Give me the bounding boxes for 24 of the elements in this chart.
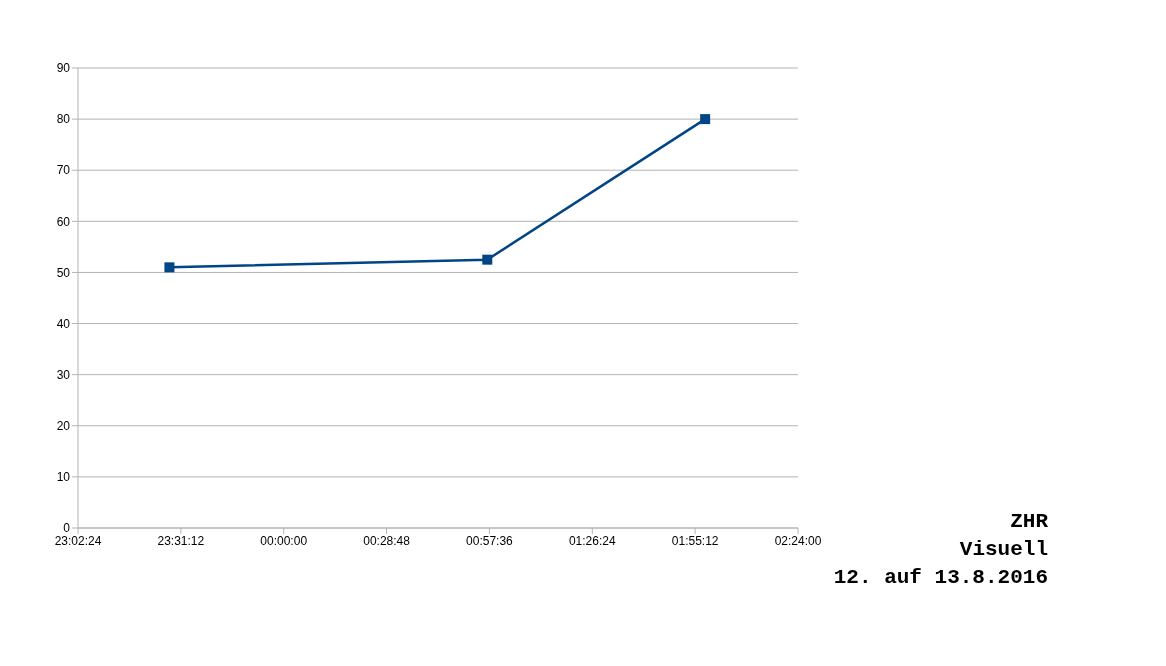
x-tick-label: 01:55:12 — [671, 533, 719, 548]
y-tick-label: 30 — [56, 367, 71, 382]
x-tick-label: 23:31:12 — [157, 533, 205, 548]
y-tick-label: 50 — [56, 265, 71, 280]
text: ZHR — [1010, 510, 1048, 533]
point — [700, 114, 711, 125]
x-tick-label: 23:02:24 — [54, 533, 102, 548]
y-tick-label: 90 — [56, 61, 71, 76]
x-tick-label: 00:28:48 — [363, 533, 411, 548]
x-tick-label: 00:00:00 — [260, 533, 308, 548]
y-tick-label: 70 — [56, 163, 71, 178]
text: 12. auf 13.8.2016 — [832, 565, 1048, 591]
point — [164, 262, 175, 273]
point — [482, 254, 493, 265]
y-tick-label: 60 — [56, 214, 71, 229]
y-tick-label: 40 — [56, 316, 71, 331]
y-tick-label: 80 — [56, 112, 71, 127]
x-tick-label: 01:26:24 — [568, 533, 616, 548]
y-tick-label: 0 — [63, 521, 71, 536]
text: Visuell — [959, 538, 1048, 561]
y-tick-label: 10 — [56, 470, 71, 485]
x-tick-label: 02:24:00 — [774, 533, 822, 548]
y-tick-label: 20 — [56, 419, 71, 434]
x-tick-label: 00:57:36 — [466, 533, 514, 548]
